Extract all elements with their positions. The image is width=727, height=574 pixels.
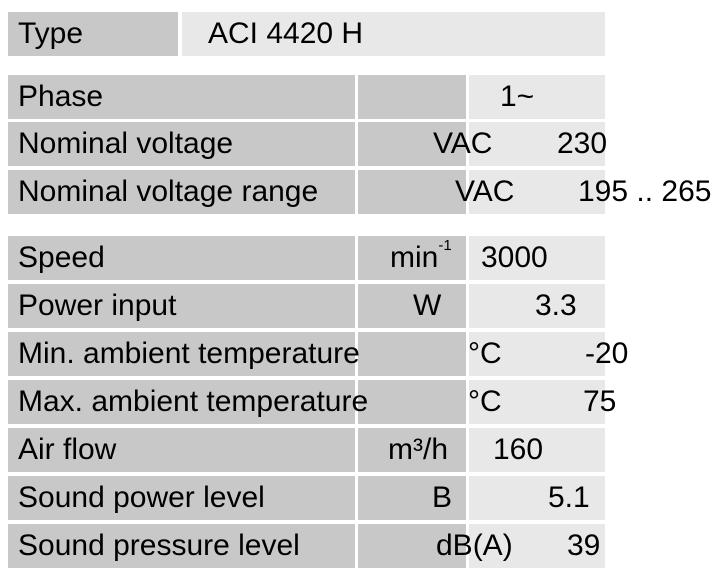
row-unit-cell (358, 380, 466, 424)
voltage-range-value: 195 .. 265 (578, 175, 712, 208)
row-value-cell (469, 476, 605, 520)
voltage-range-label: Nominal voltage range (18, 175, 319, 208)
row-label-cell (8, 75, 355, 119)
row-value-cell (469, 428, 605, 472)
row-label-cell (8, 332, 355, 376)
row-label-cell (8, 170, 355, 214)
air-flow-unit: m³/h (388, 433, 448, 466)
phase-label: Phase (18, 80, 104, 113)
max-temp-label: Max. ambient temperature (18, 385, 369, 418)
row-label-cell (8, 236, 355, 280)
row-unit-cell (358, 236, 466, 280)
speed-label: Speed (18, 241, 105, 274)
row-label-cell (8, 524, 355, 568)
sound-power-value: 5.1 (548, 481, 590, 514)
row-value-cell (469, 284, 605, 328)
min-temp-value: -20 (585, 337, 629, 370)
row-label-cell (8, 476, 355, 520)
row-value-cell (469, 380, 605, 424)
type-label-cell (8, 12, 178, 56)
nominal-voltage-value: 230 (557, 127, 608, 160)
power-input-label: Power input (18, 289, 177, 322)
air-flow-label: Air flow (18, 433, 117, 466)
nominal-voltage-label: Nominal voltage (18, 127, 234, 160)
row-value-cell (469, 170, 605, 214)
phase-value: 1~ (500, 80, 535, 113)
speed-unit: min-1 (390, 237, 452, 274)
type-label: Type (18, 17, 84, 50)
sound-power-unit: B (432, 481, 453, 514)
nominal-voltage-unit: VAC (433, 127, 493, 160)
max-temp-unit: °C (468, 385, 502, 418)
row-unit-cell (358, 524, 466, 568)
min-temp-unit: °C (468, 337, 502, 370)
row-value-cell (469, 75, 605, 119)
air-flow-value: 160 (493, 433, 544, 466)
row-unit-cell (358, 122, 466, 166)
row-unit-cell (358, 170, 466, 214)
row-label-cell (8, 122, 355, 166)
row-unit-cell (358, 284, 466, 328)
row-unit-cell (358, 476, 466, 520)
sound-pressure-value: 39 (567, 529, 601, 562)
power-input-unit: W (413, 289, 442, 322)
row-value-cell (469, 122, 605, 166)
sound-power-label: Sound power level (18, 481, 265, 514)
type-value-cell (182, 12, 605, 56)
row-unit-cell (358, 332, 466, 376)
row-unit-cell (358, 75, 466, 119)
speed-value: 3000 (481, 241, 548, 274)
row-label-cell (8, 428, 355, 472)
row-label-cell (8, 380, 355, 424)
min-temp-label: Min. ambient temperature (18, 337, 360, 370)
voltage-range-unit: VAC (455, 175, 515, 208)
type-value: ACI 4420 H (208, 17, 364, 50)
row-value-cell (469, 332, 605, 376)
row-label-cell (8, 284, 355, 328)
max-temp-value: 75 (583, 385, 617, 418)
sound-pressure-label: Sound pressure level (18, 529, 300, 562)
sound-pressure-unit: dB(A) (436, 529, 513, 562)
row-value-cell (469, 524, 605, 568)
row-value-cell (469, 236, 605, 280)
row-unit-cell (358, 428, 466, 472)
power-input-value: 3.3 (535, 289, 577, 322)
